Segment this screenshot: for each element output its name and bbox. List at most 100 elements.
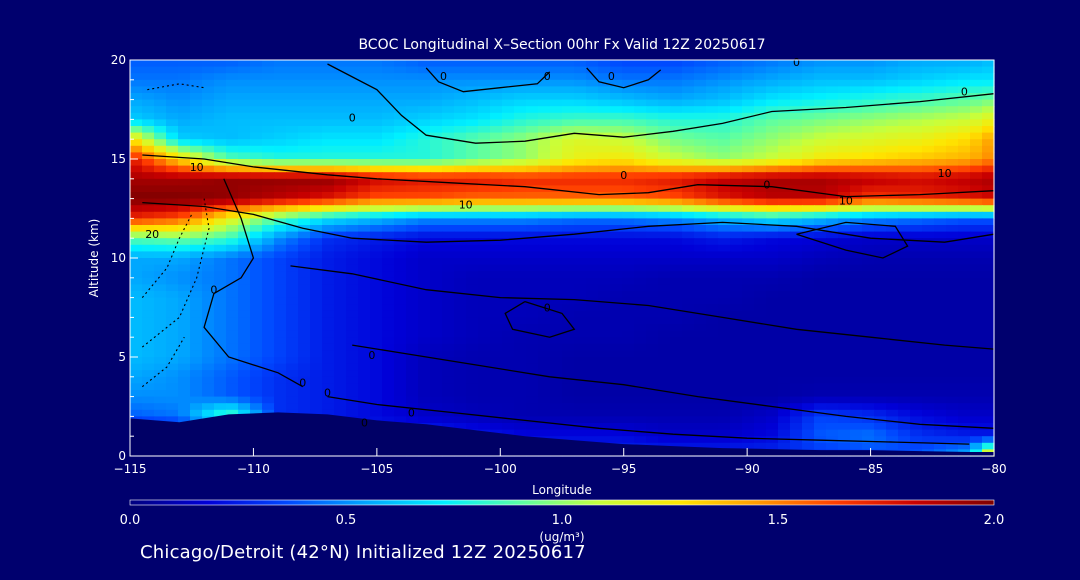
heatmap-cell	[250, 106, 263, 114]
heatmap-cell	[538, 350, 551, 358]
heatmap-cell	[814, 317, 827, 325]
heatmap-cell	[238, 409, 251, 417]
heatmap-cell	[382, 152, 395, 160]
heatmap-cell	[226, 396, 239, 404]
heatmap-cell	[718, 310, 731, 318]
heatmap-cell	[214, 198, 227, 206]
heatmap-cell	[898, 112, 911, 120]
heatmap-cell	[226, 178, 239, 186]
heatmap-cell	[406, 185, 419, 193]
heatmap-cell	[874, 119, 887, 127]
heatmap-cell	[166, 139, 179, 147]
contour-line	[142, 154, 995, 198]
heatmap-cell	[346, 126, 359, 134]
heatmap-cell	[202, 139, 215, 147]
heatmap-cell	[790, 330, 803, 338]
heatmap-cell	[850, 337, 863, 345]
heatmap-cell	[430, 330, 443, 338]
heatmap-cell	[394, 211, 407, 219]
heatmap-cell	[634, 271, 647, 279]
heatmap-cell	[142, 159, 155, 167]
heatmap-cell	[586, 403, 599, 411]
heatmap-cell	[430, 145, 443, 153]
heatmap-cell	[538, 409, 551, 417]
heatmap-cell	[730, 244, 743, 252]
heatmap-cell	[670, 192, 683, 200]
heatmap-cell	[730, 99, 743, 107]
heatmap-cell	[634, 423, 647, 431]
heatmap-cell	[826, 198, 839, 206]
y-tick-label: 15	[111, 152, 126, 166]
heatmap-cell	[130, 383, 143, 391]
heatmap-cell	[754, 277, 767, 285]
heatmap-cell	[958, 145, 971, 153]
heatmap-cell	[574, 317, 587, 325]
heatmap-cell	[670, 376, 683, 384]
heatmap-cell	[298, 192, 311, 200]
heatmap-cell	[502, 423, 515, 431]
heatmap-cell	[286, 271, 299, 279]
heatmap-cell	[814, 165, 827, 173]
heatmap-cell	[742, 225, 755, 233]
heatmap-cell	[754, 442, 767, 450]
heatmap-cell	[730, 264, 743, 272]
heatmap-cell	[682, 337, 695, 345]
heatmap-cell	[190, 178, 203, 186]
heatmap-cell	[142, 66, 155, 74]
heatmap-cell	[826, 192, 839, 200]
heatmap-cell	[658, 396, 671, 404]
heatmap-cell	[754, 436, 767, 444]
heatmap-cell	[322, 343, 335, 351]
heatmap-cell	[670, 271, 683, 279]
heatmap-cell	[958, 363, 971, 371]
heatmap-cell	[646, 291, 659, 299]
heatmap-cell	[334, 297, 347, 305]
heatmap-cell	[826, 383, 839, 391]
heatmap-cell	[946, 337, 959, 345]
heatmap-cell	[658, 112, 671, 120]
heatmap-cell	[478, 106, 491, 114]
heatmap-cell	[958, 304, 971, 312]
heatmap-cell	[454, 205, 467, 213]
heatmap-cell	[886, 291, 899, 299]
heatmap-cell	[670, 178, 683, 186]
heatmap-cell	[190, 198, 203, 206]
heatmap-cell	[130, 172, 143, 180]
heatmap-cell	[886, 211, 899, 219]
heatmap-cell	[334, 159, 347, 167]
heatmap-cell	[862, 112, 875, 120]
heatmap-cell	[658, 192, 671, 200]
heatmap-cell	[982, 86, 995, 94]
heatmap-cell	[178, 211, 191, 219]
heatmap-cell	[862, 330, 875, 338]
heatmap-cell	[622, 383, 635, 391]
heatmap-cell	[322, 337, 335, 345]
heatmap-cell	[430, 172, 443, 180]
heatmap-cell	[610, 112, 623, 120]
heatmap-cell	[634, 165, 647, 173]
heatmap-cell	[778, 178, 791, 186]
heatmap-cell	[730, 409, 743, 417]
heatmap-cell	[382, 139, 395, 147]
heatmap-cell	[550, 403, 563, 411]
heatmap-cell	[274, 390, 287, 398]
heatmap-cell	[202, 225, 215, 233]
heatmap-cell	[610, 192, 623, 200]
heatmap-cell	[274, 79, 287, 87]
heatmap-cell	[670, 429, 683, 437]
heatmap-cell	[706, 244, 719, 252]
heatmap-cell	[130, 119, 143, 127]
heatmap-cell	[166, 185, 179, 193]
heatmap-cell	[394, 165, 407, 173]
heatmap-cell	[634, 205, 647, 213]
heatmap-cell	[178, 132, 191, 140]
heatmap-cell	[754, 390, 767, 398]
heatmap-cell	[406, 172, 419, 180]
heatmap-cell	[298, 205, 311, 213]
heatmap-cell	[694, 330, 707, 338]
heatmap-cell	[670, 231, 683, 239]
heatmap-cell	[646, 225, 659, 233]
heatmap-cell	[982, 409, 995, 417]
heatmap-cell	[274, 192, 287, 200]
